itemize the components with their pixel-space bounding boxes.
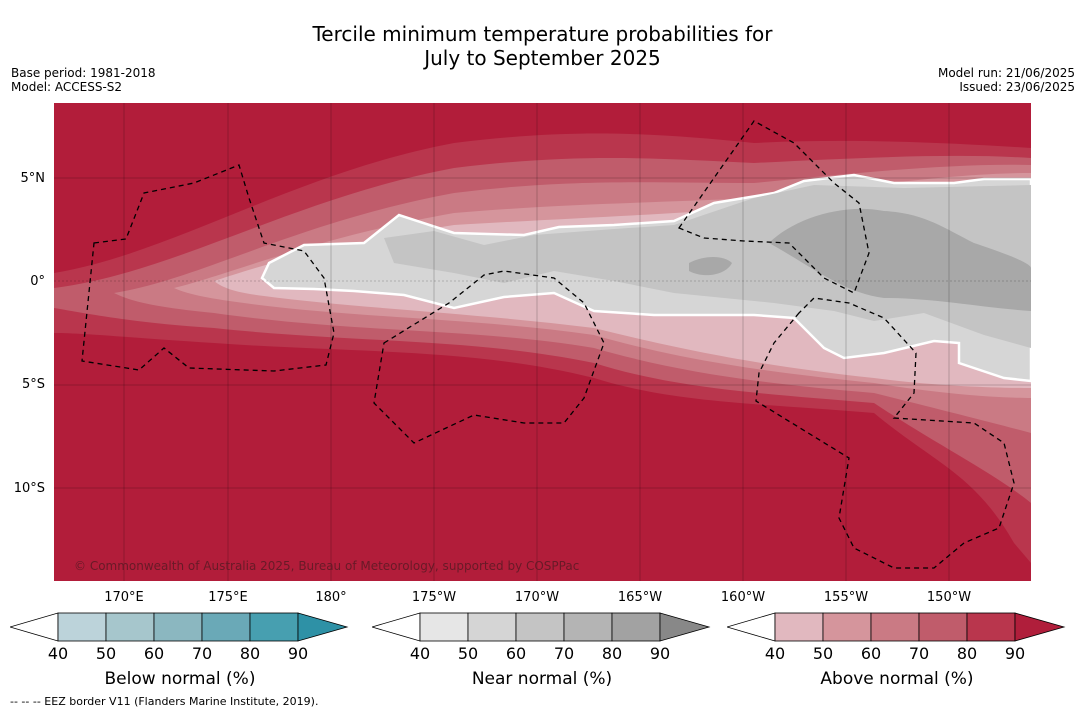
colorbar-segment (870, 612, 920, 642)
lon-label: 150°W (926, 590, 972, 605)
colorbar-tick-label: 70 (553, 644, 575, 663)
model-name: Model: ACCESS-S2 (11, 80, 123, 94)
eez-kiribati-line (677, 120, 870, 294)
colorbar-tick-label: 70 (908, 644, 930, 663)
lon-label: 155°W (823, 590, 869, 605)
lon-label: 170°W (514, 590, 560, 605)
colorbar-segment (57, 612, 107, 642)
colorbar-tick-label: 60 (505, 644, 527, 663)
colorbar-segment (563, 612, 613, 642)
colorbar-segment (153, 612, 203, 642)
colorbar-tick-label: 90 (649, 644, 671, 663)
title-line-1: Tercile minimum temperature probabilitie… (312, 22, 773, 46)
colorbar-tick-label: 90 (287, 644, 309, 663)
meta-left: Base period: 1981-2018 Model: ACCESS-S2 (11, 66, 156, 94)
eez-footnote: -- -- -- EEZ border V11 (Flanders Marine… (10, 695, 319, 708)
near-normal-70b (689, 257, 732, 276)
colorbar-segment (105, 612, 155, 642)
colorbar-arrow-low (727, 612, 776, 642)
colorbar-tick-label: 50 (812, 644, 834, 663)
colorbar-tick-label: 40 (764, 644, 786, 663)
title-line-2: July to September 2025 (424, 46, 661, 70)
colorbar-arrow-high (1014, 612, 1066, 642)
colorbar-below-normal (10, 612, 349, 642)
lat-label: 5°S (21, 377, 45, 392)
colorbar-segment (822, 612, 872, 642)
colorbar-tick-label: 70 (191, 644, 213, 663)
colorbar-arrow-high (659, 612, 711, 642)
meta-right: Model run: 21/06/2025 Issued: 23/06/2025 (938, 66, 1075, 94)
probability-map: © Commonwealth of Australia 2025, Bureau… (54, 103, 1031, 581)
colorbar-tick-label: 40 (409, 644, 431, 663)
colorbar-tick-label: 90 (1004, 644, 1026, 663)
lon-label: 180° (315, 590, 347, 605)
graticule (54, 103, 1031, 581)
colorbar-segment (611, 612, 661, 642)
base-period: Base period: 1981-2018 (11, 66, 156, 80)
lat-label: 10°S (13, 481, 45, 496)
near-normal-70 (769, 208, 1031, 311)
colorbar-tick-label: 80 (239, 644, 261, 663)
colorbar-arrow-low (372, 612, 421, 642)
colorbar-segment (419, 612, 469, 642)
eez-borders (81, 120, 1015, 569)
colorbar-title-above: Above normal (%) (820, 669, 974, 689)
colorbar-segment (201, 612, 251, 642)
colorbar-tick-label: 60 (143, 644, 165, 663)
colorbar-above-normal (727, 612, 1066, 642)
lon-label: 175°E (208, 590, 248, 605)
colorbar-near-normal (372, 612, 711, 642)
colorbar-segment (515, 612, 565, 642)
model-run: Model run: 21/06/2025 (937, 66, 1075, 80)
lat-label: 5°N (20, 171, 46, 186)
colorbar-segment (249, 612, 299, 642)
colorbar-title-near: Near normal (%) (471, 669, 613, 689)
colorbar-tick-label: 50 (457, 644, 479, 663)
colorbar-segment (966, 612, 1016, 642)
lon-label: 160°W (720, 590, 766, 605)
colorbar-arrow-low (10, 612, 59, 642)
colorbar-tick-label: 80 (601, 644, 623, 663)
colorbar-tick-label: 40 (47, 644, 69, 663)
lat-label: 0° (30, 274, 45, 289)
colorbar-segment (467, 612, 517, 642)
eez-cook-line (755, 297, 1015, 569)
colorbar-tick-label: 50 (95, 644, 117, 663)
lon-label: 170°E (104, 590, 144, 605)
issued-date: Issued: 23/06/2025 (959, 80, 1075, 94)
lon-label: 165°W (617, 590, 663, 605)
colorbar-tick-label: 80 (956, 644, 978, 663)
colorbar-arrow-high (297, 612, 349, 642)
colorbar-segment (774, 612, 824, 642)
eez-kiribati-west (81, 164, 335, 372)
colorbar-segment (918, 612, 968, 642)
colorbar-title-below: Below normal (%) (104, 669, 256, 689)
lon-label: 175°W (411, 590, 457, 605)
copyright-text: © Commonwealth of Australia 2025, Bureau… (74, 559, 579, 573)
colorbar-tick-label: 60 (860, 644, 882, 663)
